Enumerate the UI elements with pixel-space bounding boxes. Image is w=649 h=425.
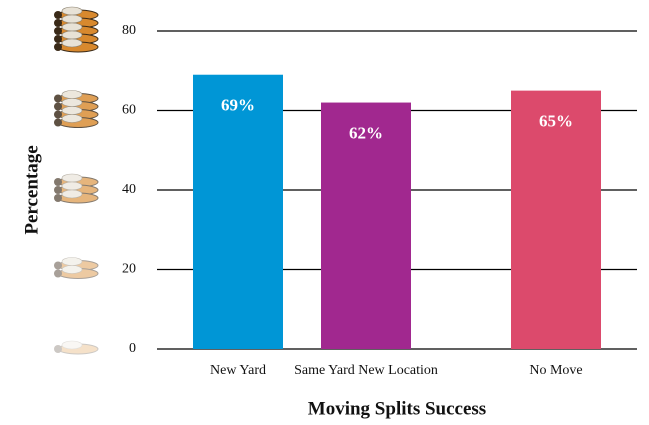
bee-head: [54, 102, 62, 111]
bee-head: [54, 35, 62, 43]
x-axis-title: Moving Splits Success: [308, 398, 486, 419]
x-tick-label: No Move: [529, 363, 582, 378]
bee-icon: [54, 173, 99, 204]
bee-head: [54, 19, 62, 27]
bar: [193, 74, 283, 349]
value-label: 62%: [349, 123, 383, 142]
value-label: 69%: [221, 96, 255, 115]
bee-wing: [61, 14, 83, 24]
value-label: 65%: [539, 112, 573, 131]
bee-wing: [61, 98, 83, 107]
bee-head: [54, 27, 62, 35]
bee-wing: [61, 106, 83, 115]
x-tick-label: New Yard: [210, 363, 266, 378]
y-tick-label: 60: [122, 103, 136, 118]
y-tick-label: 40: [122, 182, 136, 197]
bee-wing: [61, 265, 83, 274]
bee-head: [54, 94, 62, 103]
bee-head: [54, 269, 62, 278]
bee-wing: [61, 173, 83, 183]
bee-head: [54, 178, 62, 186]
y-tick-label: 20: [122, 262, 136, 277]
bee-icon: [54, 6, 99, 53]
bee-wing: [61, 38, 83, 48]
bee-body: [57, 343, 99, 355]
bee-head: [54, 345, 62, 353]
bee-wing: [61, 189, 83, 199]
bee-icon: [54, 90, 99, 128]
bee-head: [54, 194, 62, 202]
bee-wing: [61, 22, 83, 32]
bee-body: [57, 260, 99, 271]
bee-head: [54, 110, 62, 119]
bee-wing: [61, 340, 83, 350]
bar: [511, 90, 601, 349]
bee-head: [54, 118, 62, 127]
bar: [321, 102, 411, 349]
bee-icon: [54, 257, 99, 279]
bee-icon: [54, 340, 99, 355]
bee-wing: [61, 6, 83, 16]
bee-wing: [61, 114, 83, 123]
bee-head: [54, 43, 62, 51]
x-tick-label: Same Yard New Location: [294, 363, 438, 378]
bee-head: [54, 261, 62, 270]
bee-wing: [61, 30, 83, 40]
bee-wing: [61, 257, 83, 266]
bee-body: [57, 268, 99, 279]
y-tick-label: 80: [122, 23, 136, 38]
bee-head: [54, 11, 62, 19]
bee-wing: [61, 90, 83, 99]
y-axis-title: Percentage: [21, 145, 42, 234]
y-tick-label: 0: [129, 341, 136, 356]
bee-wing: [61, 181, 83, 191]
bee-head: [54, 186, 62, 194]
